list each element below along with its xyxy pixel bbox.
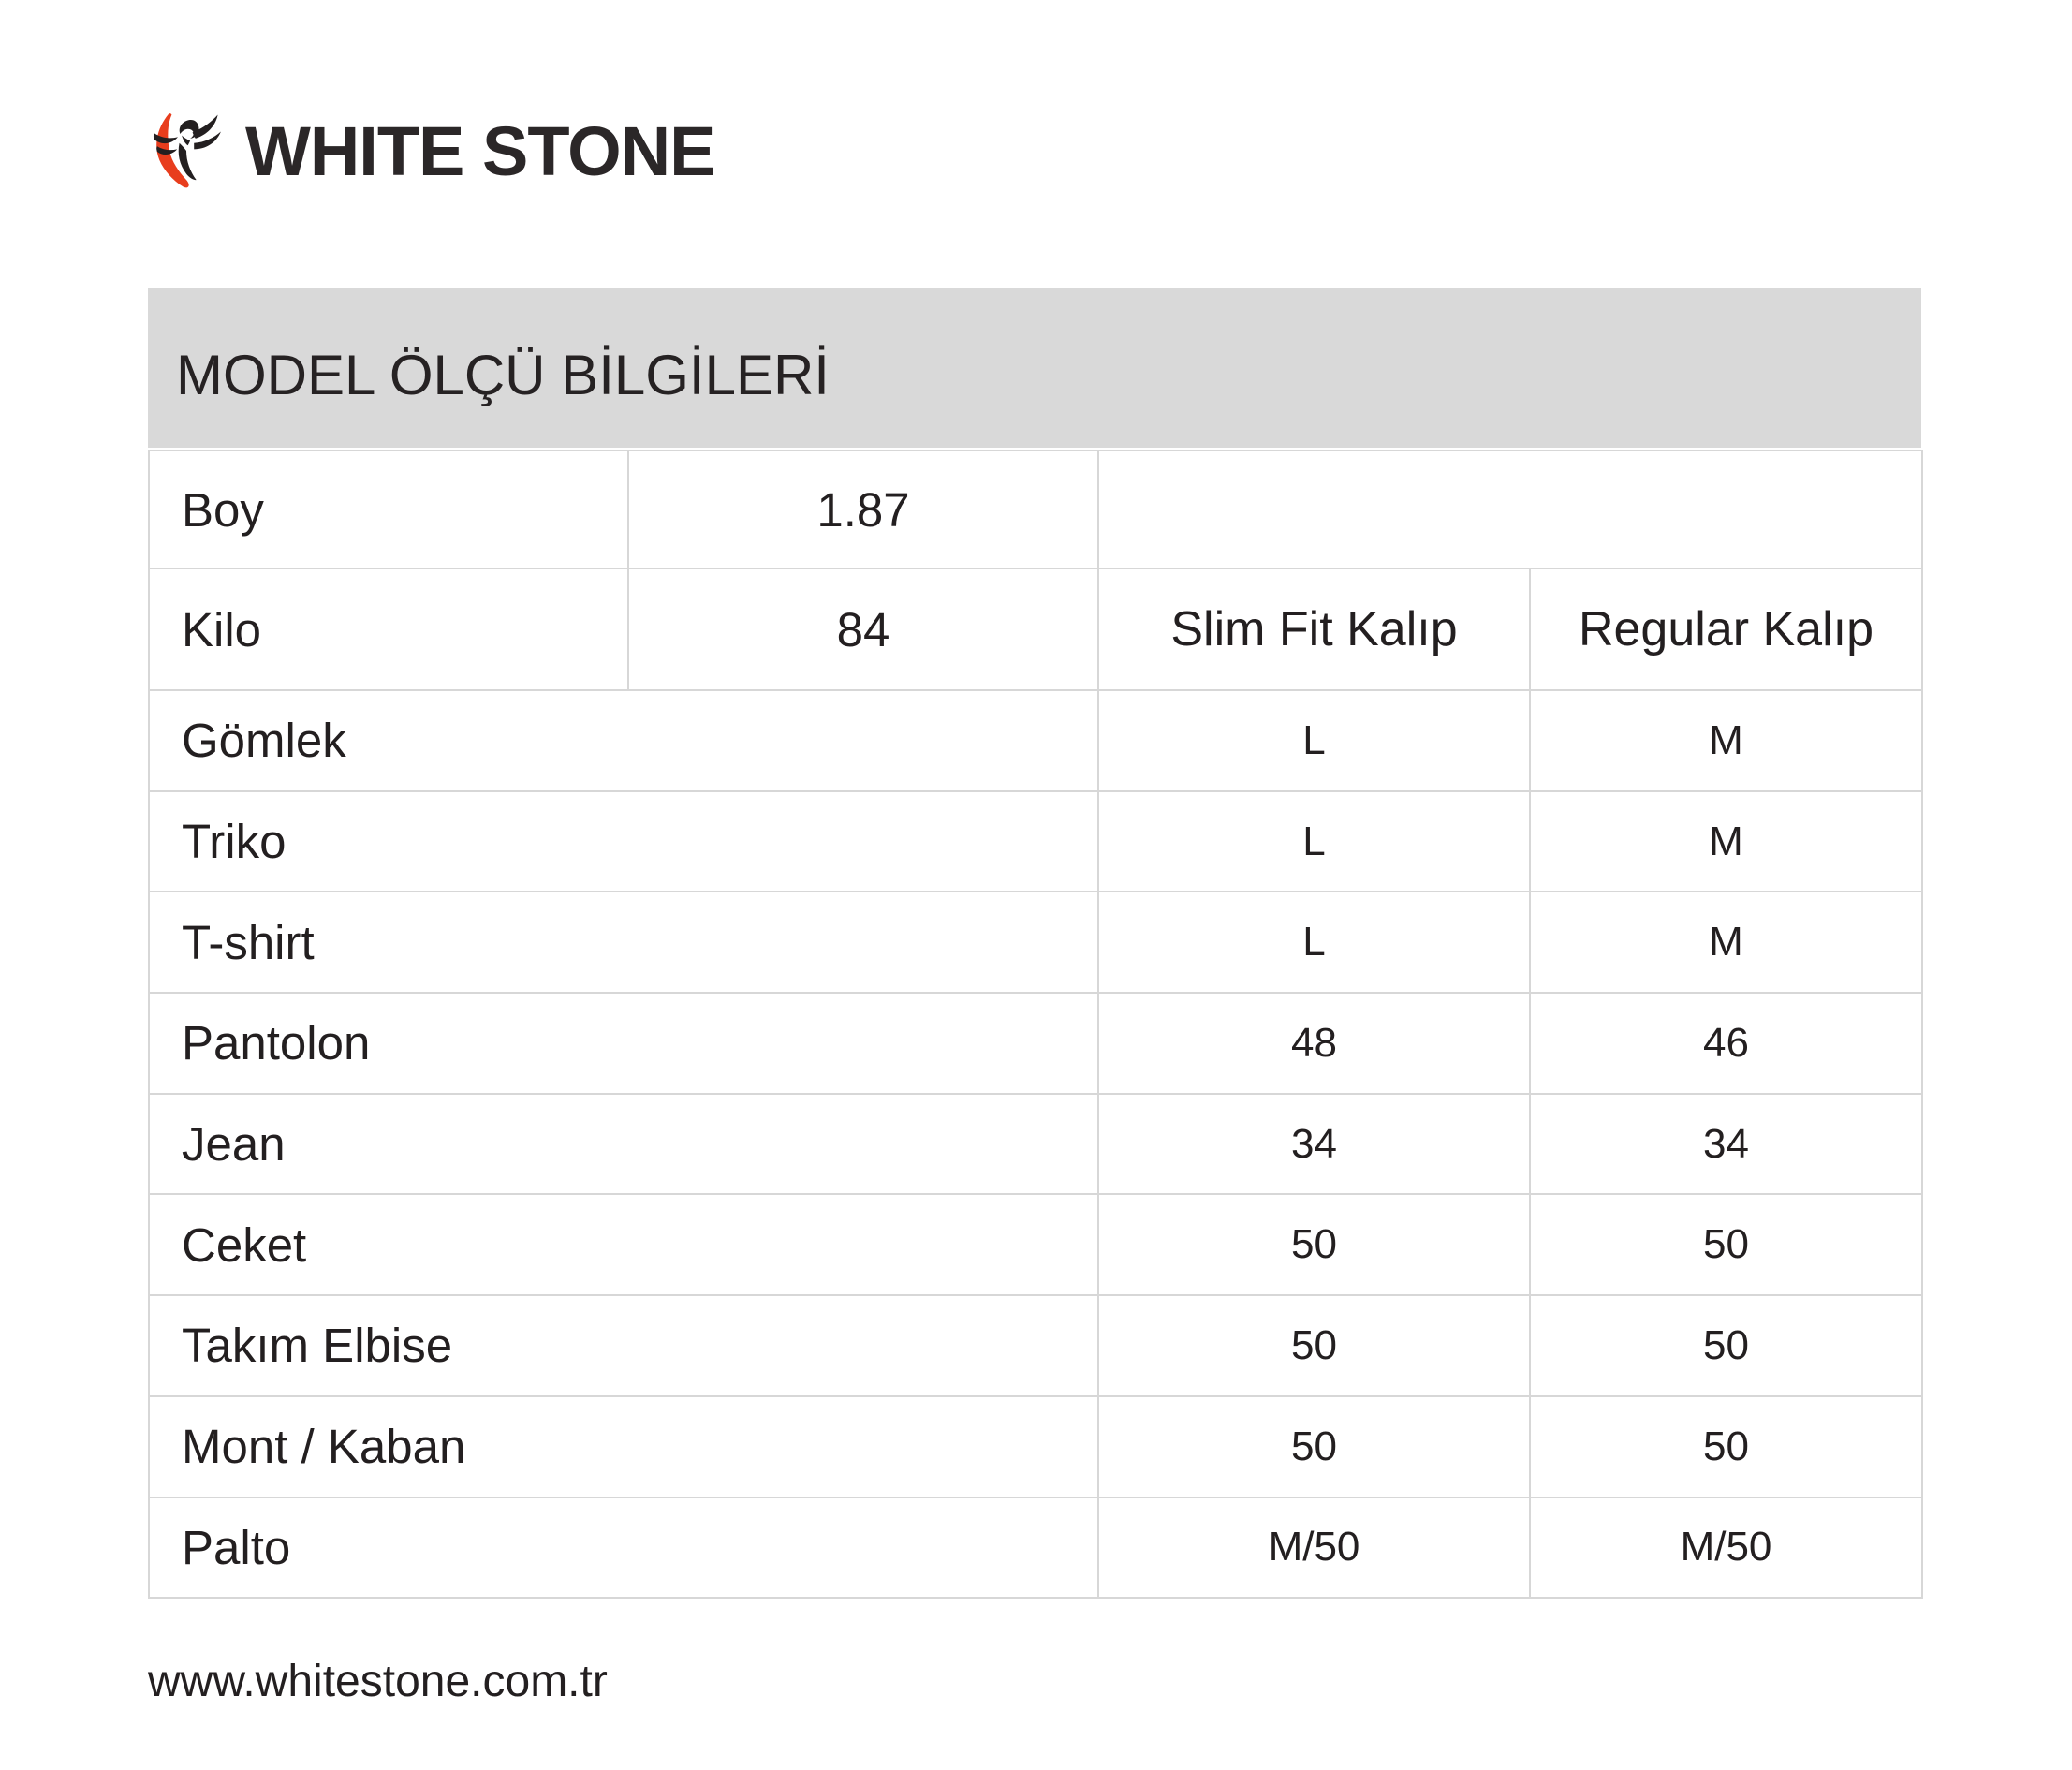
phoenix-icon [153, 113, 221, 188]
size-table: Boy 1.87 Kilo 84 Slim Fit Kalıp Regular … [148, 450, 1923, 1600]
product-label: Mont / Kaban [148, 1394, 1099, 1498]
regular-value: 50 [1529, 1394, 1923, 1498]
kilo-label: Kilo [148, 568, 629, 691]
section-title: MODEL ÖLÇÜ BİLGİLERİ [176, 343, 830, 406]
slim-fit-value: L [1097, 789, 1531, 893]
regular-value: M [1529, 789, 1923, 893]
table-row-gomlek: Gömlek L M [148, 689, 1923, 792]
kilo-value: 84 [627, 568, 1099, 691]
size-table-container: Boy 1.87 Kilo 84 Slim Fit Kalıp Regular … [148, 450, 1923, 1600]
boy-value: 1.87 [627, 450, 1099, 569]
column-header-regular: Regular Kalıp [1529, 568, 1923, 691]
regular-value: M [1529, 891, 1923, 995]
website-url: www.whitestone.com.tr [148, 1657, 608, 1706]
table-row-takim-elbise: Takım Elbise 50 50 [148, 1294, 1923, 1397]
slim-fit-value: 50 [1097, 1193, 1531, 1297]
regular-value: M/50 [1529, 1496, 1923, 1600]
product-label: Pantolon [148, 992, 1099, 1095]
table-row-pantolon: Pantolon 48 46 [148, 992, 1923, 1095]
regular-value: 34 [1529, 1092, 1923, 1196]
regular-value: 46 [1529, 992, 1923, 1095]
product-label: T-shirt [148, 891, 1099, 995]
table-row-jean: Jean 34 34 [148, 1092, 1923, 1196]
product-label: Gömlek [148, 689, 1099, 792]
table-row-triko: Triko L M [148, 789, 1923, 893]
table-row-palto: Palto M/50 M/50 [148, 1496, 1923, 1600]
product-label: Triko [148, 789, 1099, 893]
section-header: MODEL ÖLÇÜ BİLGİLERİ [148, 288, 1921, 448]
slim-fit-value: 34 [1097, 1092, 1531, 1196]
product-label: Takım Elbise [148, 1294, 1099, 1397]
table-row-kilo: Kilo 84 Slim Fit Kalıp Regular Kalıp [148, 568, 1923, 691]
regular-value: M [1529, 689, 1923, 792]
product-label: Ceket [148, 1193, 1099, 1297]
table-row-tshirt: T-shirt L M [148, 891, 1923, 995]
brand-name: WHITE STONE [245, 112, 716, 190]
table-row-mont-kaban: Mont / Kaban 50 50 [148, 1394, 1923, 1498]
product-label: Palto [148, 1496, 1099, 1600]
table-row-boy: Boy 1.87 [148, 450, 1923, 569]
regular-value: 50 [1529, 1193, 1923, 1297]
slim-fit-value: 48 [1097, 992, 1531, 1095]
slim-fit-value: 50 [1097, 1294, 1531, 1397]
brand-logo: WHITE STONE [148, 111, 716, 191]
slim-fit-value: L [1097, 891, 1531, 995]
column-header-slim-fit: Slim Fit Kalıp [1097, 568, 1531, 691]
empty-area [1097, 450, 1923, 569]
boy-label: Boy [148, 450, 629, 569]
slim-fit-value: 50 [1097, 1394, 1531, 1498]
regular-value: 50 [1529, 1294, 1923, 1397]
slim-fit-value: M/50 [1097, 1496, 1531, 1600]
table-row-ceket: Ceket 50 50 [148, 1193, 1923, 1297]
product-label: Jean [148, 1092, 1099, 1196]
slim-fit-value: L [1097, 689, 1531, 792]
